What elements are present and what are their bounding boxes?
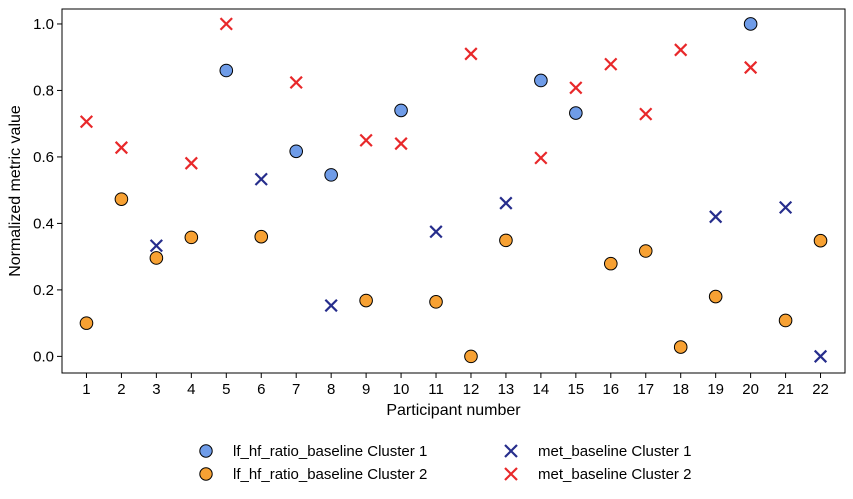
legend-item: lf_hf_ratio_baseline Cluster 2 — [199, 466, 427, 483]
data-point-circle — [114, 192, 129, 206]
data-point-circle — [499, 233, 513, 248]
x-tick-label: 19 — [707, 381, 724, 398]
data-point-circle — [673, 340, 688, 354]
y-tick-label: 1.0 — [33, 16, 54, 33]
x-tick-label: 17 — [637, 381, 654, 398]
data-point-x — [219, 17, 233, 31]
data-point-x — [674, 43, 688, 57]
x-axis-label: Participant number — [386, 402, 521, 419]
x-tick-label: 20 — [742, 381, 759, 398]
legend-circle-marker — [199, 467, 213, 481]
x-tick-label: 15 — [568, 381, 585, 398]
x-tick-label: 13 — [498, 381, 515, 398]
data-point-circle — [394, 103, 408, 118]
series-4 — [79, 17, 758, 170]
x-tick-label: 16 — [602, 381, 619, 398]
data-point-circle — [149, 251, 164, 265]
data-point-x — [394, 137, 408, 151]
data-point-circle — [638, 244, 653, 258]
data-point-circle — [569, 106, 583, 120]
legend: lf_hf_ratio_baseline Cluster 1 met_baseli… — [199, 443, 691, 483]
data-point-circle — [778, 313, 793, 328]
data-point-x — [464, 47, 478, 61]
y-tick-label: 0.0 — [33, 348, 54, 365]
legend-circle-marker — [199, 444, 213, 458]
data-point-x — [184, 156, 198, 170]
x-tick-label: 8 — [327, 381, 335, 398]
legend-label: lf_hf_ratio_baseline Cluster 1 — [233, 443, 427, 460]
data-point-circle — [79, 316, 94, 330]
data-point-x — [149, 239, 163, 253]
legend-label: met_baseline Cluster 2 — [538, 466, 691, 483]
data-point-x — [604, 57, 618, 71]
data-point-circle — [743, 17, 758, 31]
legend-x-marker — [504, 444, 518, 458]
series-2 — [79, 192, 828, 364]
x-tick-label: 4 — [187, 381, 195, 398]
data-point-x — [534, 151, 548, 165]
data-point-circle — [184, 230, 199, 245]
x-tick-label: 11 — [428, 381, 444, 398]
data-points — [79, 17, 828, 364]
data-point-x — [359, 133, 373, 147]
data-point-x — [744, 60, 758, 75]
x-tick-label: 18 — [672, 381, 689, 398]
data-point-circle — [603, 256, 618, 271]
data-point-x — [114, 141, 129, 155]
data-point-x — [569, 81, 583, 95]
series-3 — [149, 172, 828, 363]
series-1 — [219, 17, 758, 182]
data-point-circle — [464, 349, 478, 364]
legend-label: lf_hf_ratio_baseline Cluster 2 — [233, 466, 427, 483]
data-point-x — [499, 196, 513, 210]
legend-x-marker — [504, 467, 518, 481]
x-tick-label: 5 — [222, 381, 230, 398]
data-point-circle — [813, 233, 828, 248]
legend-item: lf_hf_ratio_baseline Cluster 1 — [199, 443, 427, 460]
data-point-circle — [708, 289, 723, 304]
x-tick-label: 3 — [152, 381, 160, 398]
data-point-x — [639, 107, 653, 121]
x-tick-label: 2 — [117, 381, 125, 398]
data-point-circle — [359, 293, 373, 308]
x-tick-label: 9 — [362, 381, 370, 398]
data-point-x — [254, 172, 268, 186]
legend-item: met_baseline Cluster 1 — [504, 443, 691, 460]
x-tick-label: 10 — [393, 381, 410, 398]
x-tick-label: 22 — [812, 381, 829, 398]
y-tick-label: 0.6 — [33, 149, 54, 166]
x-tick-label: 21 — [777, 381, 794, 398]
x-tick-label: 14 — [533, 381, 550, 398]
legend-item: met_baseline Cluster 2 — [504, 466, 691, 483]
y-axis: 0.0 0.2 0.4 0.6 0.8 1.0 — [33, 16, 62, 365]
data-point-circle — [254, 229, 269, 244]
data-point-x — [709, 210, 723, 224]
y-tick-label: 0.2 — [33, 282, 54, 299]
data-point-x — [324, 298, 338, 313]
data-point-circle — [219, 63, 234, 78]
data-point-x — [79, 115, 94, 129]
data-point-circle — [324, 168, 338, 182]
x-tick-label: 6 — [257, 381, 265, 398]
legend-label: met_baseline Cluster 1 — [538, 443, 691, 460]
data-point-circle — [289, 144, 304, 159]
x-tick-label: 12 — [463, 381, 480, 398]
data-point-x — [778, 200, 793, 215]
data-point-x — [813, 349, 828, 363]
y-axis-label: Normalized metric value — [7, 105, 24, 277]
plot-area-frame — [61, 8, 846, 374]
y-tick-label: 0.8 — [33, 82, 54, 99]
x-axis: 1 2 3 4 5 6 7 8 9 10 11 12 13 14 15 16 17 18 19 20 21 22 — [82, 373, 829, 398]
data-point-x — [429, 225, 443, 239]
x-tick-label: 1 — [82, 381, 90, 398]
y-tick-label: 0.4 — [33, 215, 54, 232]
x-tick-label: 7 — [292, 381, 300, 398]
data-point-circle — [534, 73, 548, 88]
data-point-circle — [429, 295, 443, 309]
data-point-x — [289, 75, 303, 90]
